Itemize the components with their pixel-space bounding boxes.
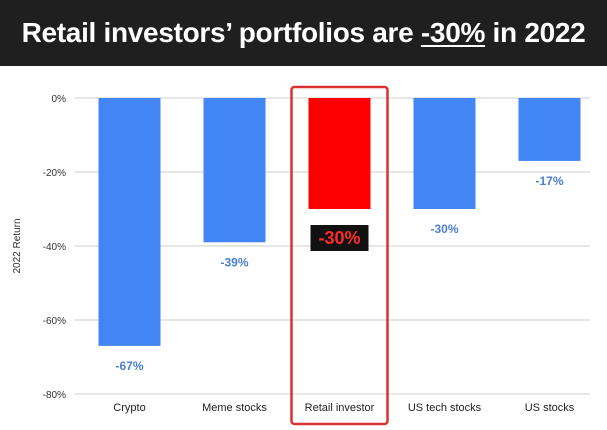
bar-chart: 0% -20% -40% -60% -80% 2022 Return Crypto -67% M… bbox=[12, 85, 590, 426]
data-label: -30% bbox=[430, 222, 458, 236]
y-tick-label: -80% bbox=[43, 390, 66, 401]
y-tick-label: -40% bbox=[43, 242, 66, 253]
data-label: -39% bbox=[220, 255, 248, 269]
x-tick-label: US tech stocks bbox=[408, 402, 482, 414]
chart-title: Retail investors’ portfolios are -30% in… bbox=[22, 17, 586, 49]
y-tick-label: 0% bbox=[52, 94, 67, 105]
bar-crypto bbox=[98, 98, 161, 346]
x-tick-label: Retail investor bbox=[305, 402, 375, 414]
bar-retail-investor bbox=[308, 98, 371, 209]
y-tick-label: -20% bbox=[43, 168, 66, 179]
x-tick-label: Crypto bbox=[113, 402, 145, 414]
title-prefix: Retail investors’ portfolios are bbox=[21, 17, 421, 48]
y-tick-label: -60% bbox=[43, 316, 66, 327]
chart-area: 0% -20% -40% -60% -80% 2022 Return Crypto -67% M… bbox=[0, 66, 607, 430]
x-tick-label: US stocks bbox=[525, 402, 575, 414]
highlight-box bbox=[290, 85, 389, 426]
bar-us-tech-stocks bbox=[413, 98, 476, 209]
data-label: -30% bbox=[318, 228, 360, 248]
x-tick-label: Meme stocks bbox=[202, 402, 267, 414]
bar-meme-stocks bbox=[203, 98, 266, 243]
bar-us-stocks bbox=[518, 98, 581, 161]
y-axis-title: 2022 Return bbox=[12, 218, 23, 273]
title-suffix: in 2022 bbox=[485, 17, 586, 48]
highlight-label-bg bbox=[310, 225, 369, 251]
data-label: -17% bbox=[535, 174, 563, 188]
title-banner: Retail investors’ portfolios are -30% in… bbox=[0, 0, 607, 66]
title-highlight: -30% bbox=[420, 17, 486, 48]
data-label: -67% bbox=[115, 359, 143, 373]
